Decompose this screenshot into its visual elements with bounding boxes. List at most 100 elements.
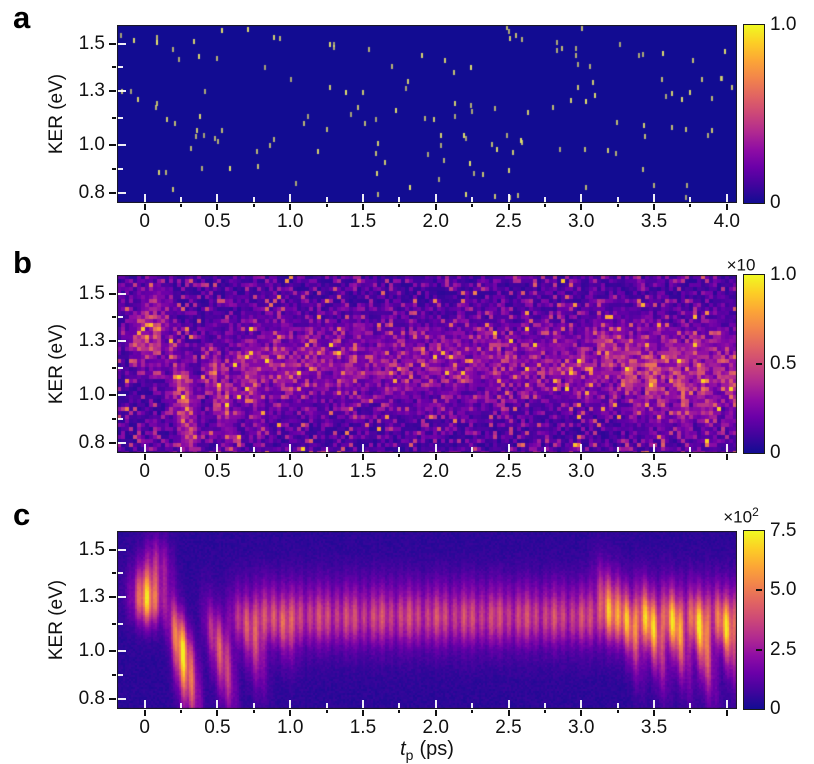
x-minor-tick-outside [616,710,619,713]
x-major-tick-outside [216,454,219,460]
panel-c-colorbar [743,530,765,710]
panel-a-letter: a [13,0,31,35]
x-minor-tick-outside [325,204,328,207]
x-minor-tick-outside [689,454,692,457]
x-axis-subscript: p [405,747,414,763]
x-tick-label: 1.5 [349,211,377,232]
x-tick-label: 1.5 [349,461,377,482]
x-major-tick-outside [361,454,364,460]
y-major-tick-outside [109,42,116,45]
x-tick-label: 0.5 [204,211,231,232]
x-minor-tick-outside [398,710,401,713]
x-minor-tick-outside [398,204,401,207]
panel-b-colorbar-scale: ×10 [708,250,774,276]
x-major-tick-outside [507,204,510,210]
x-tick-label: 0 [139,461,150,482]
x-tick-label: 2.5 [495,717,522,738]
x-minor-tick-outside [252,454,255,457]
multiplier-exponent: 2 [752,505,759,519]
x-tick-label: 3.0 [568,461,595,482]
x-tick-label: 1.0 [276,211,304,232]
y-major-tick-outside [109,394,116,397]
x-major-tick-outside [580,454,583,460]
x-major-tick-outside [289,204,292,210]
y-minor-tick-outside [112,117,116,119]
y-major-tick-outside [109,595,116,598]
y-minor-tick-outside [112,66,116,69]
x-tick-label: 1.0 [276,461,304,482]
x-major-tick-outside [361,710,364,716]
x-major-tick-outside [653,710,656,716]
panel-a-heatmap [117,25,737,203]
multiplier-base: ×10 [723,507,753,527]
y-tick-label: 0.8 [78,182,105,204]
x-tick-label: 2.0 [422,461,449,482]
x-minor-tick-outside [689,710,692,713]
y-major-tick-outside [109,442,116,445]
x-major-tick-outside [580,204,583,210]
colorbar-tick-label: 5.0 [770,579,797,601]
x-minor-tick-outside [616,454,619,457]
x-tick-label: 0.5 [204,461,231,482]
x-major-tick-outside [434,204,437,210]
x-tick-label: 4.0 [713,211,740,232]
x-major-tick-outside [143,204,146,210]
x-major-tick-outside [725,204,728,210]
x-minor-tick-outside [543,710,546,713]
y-major-tick-outside [109,548,116,551]
x-major-tick-outside [725,454,728,460]
colorbar-tick-label: 1.0 [770,14,797,35]
x-minor-tick-outside [252,204,255,207]
panel-c-letter: c [13,497,31,532]
x-major-tick-outside [289,710,292,716]
panel-a-y-axis-label: KER (eV) [46,73,67,155]
x-tick-label: 1.0 [276,717,304,738]
y-minor-tick-outside [112,316,116,319]
colorbar-tick-label: 2.5 [770,638,797,660]
colorbar-tick-label: 1.0 [770,264,797,285]
x-tick-label: 0 [139,717,150,738]
panel-b-y-axis-label: KER (eV) [46,323,67,405]
x-minor-tick-outside [180,710,183,713]
y-major-tick-outside [109,292,116,295]
colorbar-tick-label: 0 [770,698,781,719]
y-major-tick-outside [109,339,116,342]
x-major-tick-outside [434,454,437,460]
x-major-tick-outside [361,204,364,210]
x-minor-tick-outside [543,454,546,457]
x-minor-tick-outside [180,454,183,457]
panel-b-colorbar [743,274,765,454]
panel-c-heatmap [117,531,737,709]
x-minor-tick-outside [252,710,255,713]
x-tick-label: 3.5 [640,461,668,482]
panel-a-colorbar [743,24,765,204]
x-axis-symbol: t [400,738,406,760]
x-minor-tick-outside [543,204,546,207]
x-major-tick-outside [143,710,146,716]
multiplier-base: ×10 [726,255,756,275]
x-tick-label: 0 [139,211,150,232]
panel-b-heatmap [117,275,737,453]
y-minor-tick-outside [112,623,116,625]
x-major-tick-outside [216,710,219,716]
x-minor-tick-outside [616,204,619,207]
x-major-tick-outside [507,454,510,460]
x-tick-label: 3.0 [568,717,595,738]
x-tick-label: 0.5 [204,717,231,738]
y-minor-tick-outside [112,418,116,421]
y-minor-tick-outside [112,674,116,677]
x-tick-label: 3.5 [640,211,668,232]
x-tick-label: 3.0 [568,211,595,232]
x-tick-label: 2.0 [422,717,449,738]
x-major-tick-outside [580,710,583,716]
x-tick-label: 2.0 [422,211,449,232]
x-minor-tick-outside [471,454,474,457]
x-minor-tick-outside [398,454,401,457]
x-major-tick-outside [653,454,656,460]
x-major-tick-outside [507,710,510,716]
y-minor-tick-outside [112,572,116,575]
x-minor-tick-outside [471,204,474,207]
x-axis-label: tp (ps) [117,737,737,764]
panel-c-colorbar-scale: ×102 [708,502,774,528]
